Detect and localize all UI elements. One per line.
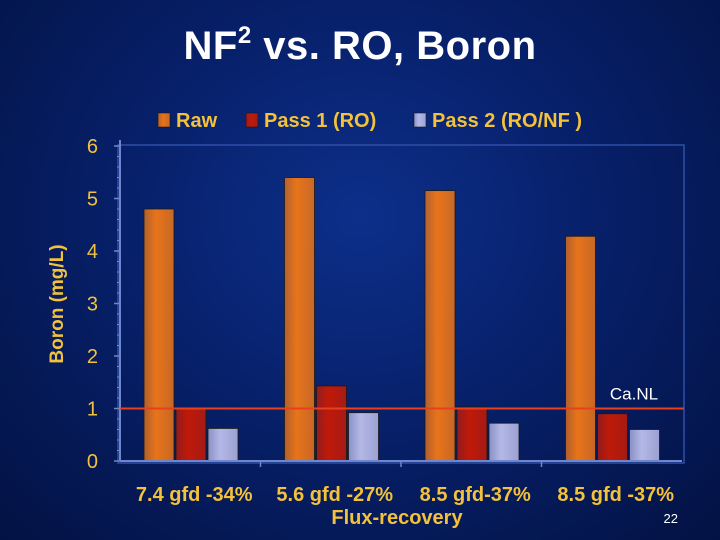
x-category-labels: 7.4 gfd -34% 5.6 gfd -27% 8.5 gfd-37% 8.5 g… bbox=[136, 484, 674, 506]
y-tick-label: 5 bbox=[87, 189, 98, 211]
bar-pass-2-ro-nf bbox=[348, 412, 379, 462]
y-tick-label: 0 bbox=[87, 451, 98, 473]
bar-pass-1-ro bbox=[597, 413, 628, 462]
y-tick-label: 2 bbox=[87, 346, 98, 368]
bar-pass-2-ro-nf bbox=[207, 428, 239, 462]
bar-pass-1-ro bbox=[316, 385, 347, 462]
reference-line-label: Ca.NL bbox=[610, 385, 658, 404]
bar-raw bbox=[424, 190, 456, 462]
title-prefix: NF bbox=[183, 24, 238, 68]
legend-label: Pass 2 (RO/NF ) bbox=[432, 110, 582, 132]
slide-title: NF2 vs. RO, Boron bbox=[0, 22, 720, 69]
x-category-label: 5.6 gfd -27% bbox=[276, 484, 393, 506]
page-number: 22 bbox=[663, 511, 678, 526]
title-superscript: 2 bbox=[237, 22, 252, 49]
y-tick-label: 4 bbox=[87, 241, 98, 263]
x-category-label: 8.5 gfd-37% bbox=[420, 484, 531, 506]
legend-swatch bbox=[245, 112, 259, 128]
bar-pass-2-ro-nf bbox=[629, 429, 660, 462]
chart-legend: Raw Pass 1 (RO) Pass 2 (RO/NF ) bbox=[157, 110, 582, 132]
y-tick-label: 1 bbox=[87, 399, 98, 421]
x-axis-label: Flux-recovery bbox=[331, 507, 463, 529]
legend-swatch bbox=[157, 112, 171, 128]
bar-raw bbox=[284, 177, 315, 462]
x-category-label: 7.4 gfd -34% bbox=[136, 484, 253, 506]
y-tick-label: 3 bbox=[87, 294, 98, 316]
y-tick-labels: 0 1 2 3 4 5 6 bbox=[87, 136, 98, 473]
title-suffix: vs. RO, Boron bbox=[251, 24, 537, 68]
legend-swatch bbox=[413, 112, 427, 128]
legend-label: Raw bbox=[176, 110, 218, 132]
legend-label: Pass 1 (RO) bbox=[264, 110, 376, 132]
bar-raw bbox=[565, 235, 596, 462]
bar-raw bbox=[143, 208, 175, 462]
bar-pass-1-ro bbox=[175, 408, 207, 462]
bar-pass-2-ro-nf bbox=[488, 422, 520, 462]
y-tick-label: 6 bbox=[87, 136, 98, 158]
y-axis-label: Boron (mg/L) bbox=[47, 244, 68, 363]
bars-group bbox=[143, 177, 660, 462]
x-category-label: 8.5 gfd -37% bbox=[557, 484, 674, 506]
bar-pass-1-ro bbox=[456, 406, 488, 462]
